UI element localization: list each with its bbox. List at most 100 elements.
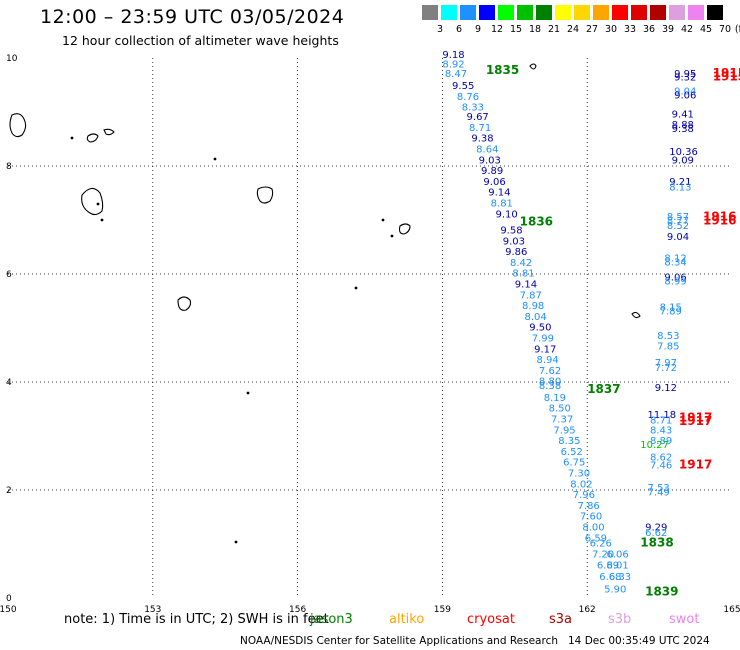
pass-time-label: 1917 bbox=[679, 457, 712, 471]
wave-height-value: 9.38 bbox=[672, 124, 694, 135]
legend-swatch bbox=[574, 5, 590, 20]
satellite-s3b: s3b bbox=[608, 612, 632, 627]
wave-height-value: 8.43 bbox=[650, 425, 672, 436]
wave-height-value: 9.03 bbox=[479, 155, 501, 166]
legend-swatch bbox=[612, 5, 628, 20]
island-dot bbox=[100, 218, 104, 222]
islands-outline bbox=[9, 63, 641, 319]
wave-height-value: 8.80 bbox=[539, 377, 561, 388]
wave-height-value: 9.67 bbox=[467, 112, 489, 123]
wave-height-value: 8.13 bbox=[669, 182, 691, 193]
pass-time-label: 1917 bbox=[679, 414, 712, 428]
legend-label: 12 bbox=[490, 24, 504, 35]
wave-height-value: 6.89 bbox=[597, 560, 619, 571]
legend-label: 33 bbox=[623, 24, 637, 35]
wave-height-value: 9.86 bbox=[505, 247, 527, 258]
wave-height-value: 9.95 bbox=[674, 69, 696, 80]
legend-unit: (ft) bbox=[734, 24, 740, 35]
wave-height-value: 9.41 bbox=[672, 109, 694, 120]
pass-time-label: 1916 bbox=[703, 213, 736, 227]
island-a bbox=[256, 186, 274, 204]
legend-swatch bbox=[688, 5, 704, 20]
wave-height-value: 9.38 bbox=[471, 134, 493, 145]
pass-time-label: 1837 bbox=[587, 382, 620, 396]
wave-height-value: 7.97 bbox=[655, 358, 677, 369]
island-dot bbox=[246, 391, 250, 395]
wave-height-value: 9.06 bbox=[664, 272, 686, 283]
x-tick-label: 159 bbox=[434, 605, 451, 615]
pass-time-labels: 1835183618371838183919151915191619161917… bbox=[486, 63, 740, 598]
wave-height-value: 8.64 bbox=[476, 145, 498, 156]
wave-height-value: 8.12 bbox=[664, 254, 686, 265]
legend-swatch bbox=[479, 5, 495, 20]
legend-swatch bbox=[441, 5, 457, 20]
pass-time-label: 1835 bbox=[486, 63, 519, 77]
wave-height-value: 7.87 bbox=[520, 290, 542, 301]
legend-swatch bbox=[422, 5, 438, 20]
wave-height-value: 8.81 bbox=[491, 199, 513, 210]
wave-height-value: 8.99 bbox=[664, 276, 686, 287]
wave-height-labels: 9.188.928.479.558.768.339.678.719.388.64… bbox=[442, 50, 697, 596]
island-dot bbox=[234, 540, 238, 544]
wave-height-value: 9.58 bbox=[500, 226, 522, 237]
wave-height-value: 8.47 bbox=[445, 69, 467, 80]
wave-height-value: 6.26 bbox=[590, 539, 612, 550]
wave-height-value: 7.30 bbox=[568, 469, 590, 480]
wave-height-value: 8.34 bbox=[664, 257, 686, 268]
wave-height-value: 7.96 bbox=[573, 490, 595, 501]
wave-height-value: 8.94 bbox=[537, 355, 559, 366]
wave-height-value: 6.62 bbox=[645, 528, 667, 539]
legend-swatch bbox=[460, 5, 476, 20]
wave-height-value: 7.86 bbox=[578, 501, 600, 512]
island-hawaii bbox=[81, 187, 104, 216]
wave-height-value: 6.33 bbox=[609, 572, 631, 583]
wave-height-value: 9.14 bbox=[515, 280, 537, 291]
island-dot bbox=[96, 202, 100, 206]
wave-height-value: 7.72 bbox=[655, 363, 677, 374]
satellite-altiko: altiko bbox=[389, 612, 425, 627]
wave-height-value: 6.59 bbox=[585, 533, 607, 544]
wave-height-value: 7.95 bbox=[553, 425, 575, 436]
legend-label: 36 bbox=[642, 24, 656, 35]
wave-height-value: 9.29 bbox=[645, 523, 667, 534]
wave-height-value: 8.92 bbox=[442, 60, 464, 71]
wave-height-value: 7.46 bbox=[650, 460, 672, 471]
wave-height-value: 11.18 bbox=[648, 410, 677, 421]
wave-height-value: 9.06 bbox=[674, 91, 696, 102]
wave-height-value: 7.62 bbox=[539, 366, 561, 377]
wave-height-value: 6.01 bbox=[607, 560, 629, 571]
wave-height-value: 9.55 bbox=[452, 81, 474, 92]
island-c bbox=[398, 223, 411, 235]
wave-height-value: 10.27 bbox=[640, 440, 669, 451]
wave-height-value: 8.04 bbox=[524, 312, 546, 323]
wave-height-value: 8.76 bbox=[457, 92, 479, 103]
wave-height-value: 8.00 bbox=[582, 523, 604, 534]
wave-height-value: 8.81 bbox=[512, 269, 534, 280]
satellite-jason3: jason3 bbox=[310, 612, 353, 627]
map-subtitle: 12 hour collection of altimeter wave hei… bbox=[62, 33, 339, 48]
legend-label: 24 bbox=[566, 24, 580, 35]
island-dot bbox=[354, 286, 358, 290]
map-title: 12:00 – 23:59 UTC 03/05/2024 bbox=[40, 6, 345, 28]
credit-line: NOAA/NESDIS Center for Satellite Applica… bbox=[240, 635, 558, 647]
y-tick-label: 2 bbox=[6, 486, 12, 496]
y-tick-label: 0 bbox=[6, 594, 12, 604]
wave-height-value: 8.19 bbox=[544, 393, 566, 404]
wave-height-value: 6.75 bbox=[563, 458, 585, 469]
wave-height-value: 8.02 bbox=[570, 479, 592, 490]
wave-height-value: 9.06 bbox=[483, 177, 505, 188]
wave-height-value: 7.89 bbox=[660, 307, 682, 318]
legend-swatch bbox=[631, 5, 647, 20]
island-e bbox=[631, 311, 641, 319]
pass-time-label: 1917 bbox=[679, 410, 712, 424]
wave-height-value: 9.04 bbox=[667, 232, 689, 243]
wave-height-value: 7.37 bbox=[551, 415, 573, 426]
legend-label: 27 bbox=[585, 24, 599, 35]
wave-height-value: 7.85 bbox=[657, 342, 679, 353]
wave-height-value: 6.52 bbox=[561, 447, 583, 458]
legend-swatch bbox=[593, 5, 609, 20]
legend-swatch bbox=[498, 5, 514, 20]
legend-label: 70 bbox=[718, 24, 732, 35]
wave-height-value: 7.20 bbox=[592, 550, 614, 561]
wave-height-value: 8.88 bbox=[672, 120, 694, 131]
